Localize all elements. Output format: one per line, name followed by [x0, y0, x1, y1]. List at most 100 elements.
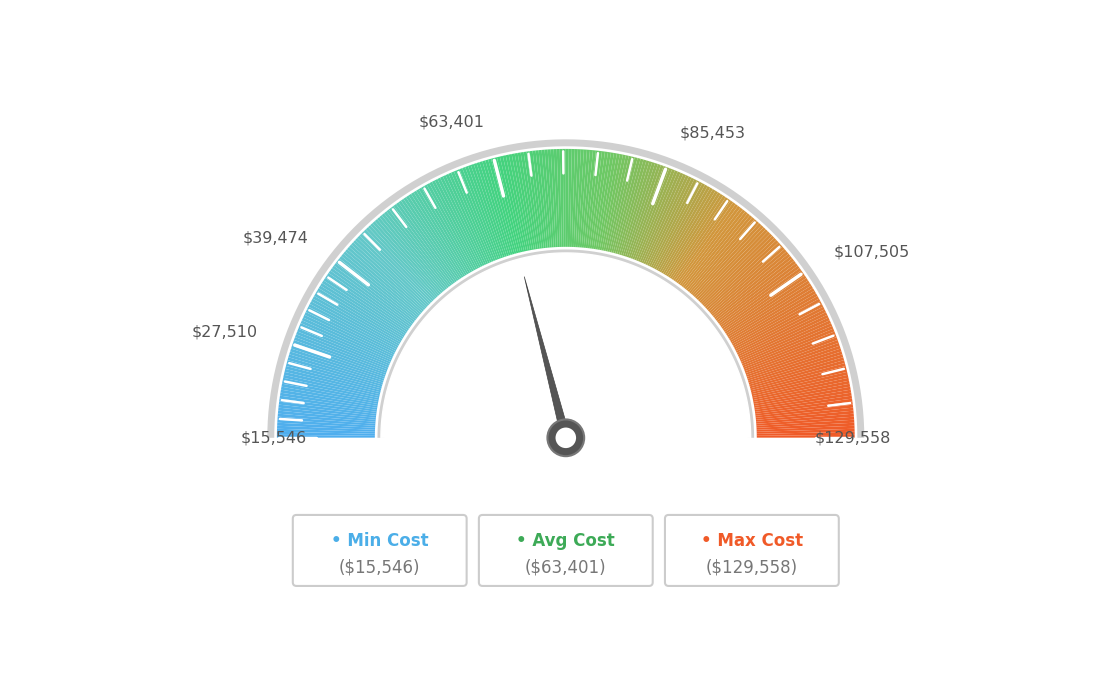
- Wedge shape: [544, 150, 554, 247]
- Wedge shape: [667, 193, 721, 277]
- Wedge shape: [751, 369, 847, 394]
- Wedge shape: [457, 169, 496, 261]
- Wedge shape: [565, 149, 569, 247]
- Wedge shape: [386, 210, 448, 288]
- Wedge shape: [650, 179, 697, 268]
- Wedge shape: [740, 317, 830, 360]
- Wedge shape: [752, 372, 848, 396]
- Wedge shape: [408, 194, 464, 277]
- Wedge shape: [707, 242, 781, 310]
- Wedge shape: [491, 158, 518, 253]
- Wedge shape: [488, 159, 517, 254]
- Wedge shape: [437, 178, 482, 267]
- Wedge shape: [468, 165, 503, 258]
- Wedge shape: [347, 247, 423, 313]
- Wedge shape: [474, 163, 507, 257]
- Wedge shape: [285, 369, 381, 394]
- Wedge shape: [311, 299, 399, 348]
- Wedge shape: [452, 172, 491, 263]
- Wedge shape: [349, 244, 424, 311]
- Wedge shape: [587, 151, 602, 248]
- Wedge shape: [736, 309, 826, 355]
- Wedge shape: [607, 156, 631, 252]
- Wedge shape: [729, 288, 815, 341]
- Wedge shape: [753, 377, 849, 400]
- Wedge shape: [277, 420, 375, 428]
- Wedge shape: [277, 423, 375, 430]
- Wedge shape: [609, 157, 635, 253]
- Wedge shape: [627, 164, 661, 257]
- Wedge shape: [751, 366, 847, 392]
- Wedge shape: [479, 161, 511, 255]
- Wedge shape: [596, 152, 614, 250]
- Text: • Min Cost: • Min Cost: [331, 532, 428, 550]
- Wedge shape: [576, 149, 584, 247]
- Wedge shape: [514, 153, 534, 250]
- Wedge shape: [718, 263, 798, 324]
- Wedge shape: [689, 217, 754, 293]
- Wedge shape: [391, 206, 452, 286]
- Wedge shape: [551, 149, 558, 247]
- Wedge shape: [756, 408, 853, 420]
- Wedge shape: [440, 177, 485, 266]
- Wedge shape: [728, 283, 811, 337]
- Wedge shape: [592, 152, 608, 249]
- Wedge shape: [299, 323, 391, 364]
- Wedge shape: [399, 201, 457, 282]
- Wedge shape: [435, 179, 481, 268]
- Wedge shape: [572, 149, 577, 247]
- Wedge shape: [634, 168, 672, 260]
- Wedge shape: [731, 293, 817, 344]
- Wedge shape: [293, 340, 386, 375]
- Wedge shape: [406, 195, 461, 279]
- Wedge shape: [277, 426, 375, 432]
- Wedge shape: [574, 149, 581, 247]
- Wedge shape: [716, 261, 796, 322]
- Wedge shape: [708, 244, 783, 311]
- Wedge shape: [329, 270, 410, 329]
- Wedge shape: [743, 331, 836, 369]
- Wedge shape: [619, 160, 649, 255]
- Wedge shape: [300, 320, 391, 362]
- Wedge shape: [749, 354, 843, 384]
- Wedge shape: [326, 275, 407, 332]
- Wedge shape: [597, 153, 617, 250]
- Wedge shape: [680, 206, 741, 286]
- Wedge shape: [518, 152, 535, 250]
- Wedge shape: [640, 172, 680, 263]
- Wedge shape: [756, 411, 853, 422]
- Wedge shape: [691, 219, 757, 295]
- Wedge shape: [594, 152, 611, 249]
- Wedge shape: [623, 162, 655, 256]
- Wedge shape: [671, 197, 729, 280]
- Text: $63,401: $63,401: [418, 115, 485, 130]
- Wedge shape: [655, 181, 702, 270]
- Wedge shape: [530, 151, 544, 248]
- Polygon shape: [524, 277, 570, 439]
- Wedge shape: [521, 152, 538, 249]
- Wedge shape: [523, 152, 540, 249]
- Wedge shape: [278, 411, 375, 422]
- Wedge shape: [370, 223, 438, 297]
- Wedge shape: [278, 408, 375, 420]
- Wedge shape: [756, 420, 854, 428]
- Wedge shape: [729, 286, 813, 339]
- Wedge shape: [363, 229, 434, 302]
- Wedge shape: [338, 258, 416, 321]
- Wedge shape: [319, 286, 403, 339]
- Wedge shape: [296, 331, 389, 369]
- Wedge shape: [750, 357, 845, 386]
- Wedge shape: [291, 343, 385, 377]
- Wedge shape: [617, 159, 647, 255]
- Text: • Avg Cost: • Avg Cost: [517, 532, 615, 550]
- Wedge shape: [605, 155, 629, 251]
- Wedge shape: [278, 413, 375, 424]
- Wedge shape: [432, 180, 479, 268]
- Wedge shape: [368, 225, 436, 299]
- Wedge shape: [306, 309, 395, 355]
- Wedge shape: [396, 202, 455, 284]
- Wedge shape: [393, 204, 454, 284]
- Text: ($129,558): ($129,558): [705, 559, 798, 577]
- Wedge shape: [310, 302, 397, 349]
- Wedge shape: [284, 375, 380, 398]
